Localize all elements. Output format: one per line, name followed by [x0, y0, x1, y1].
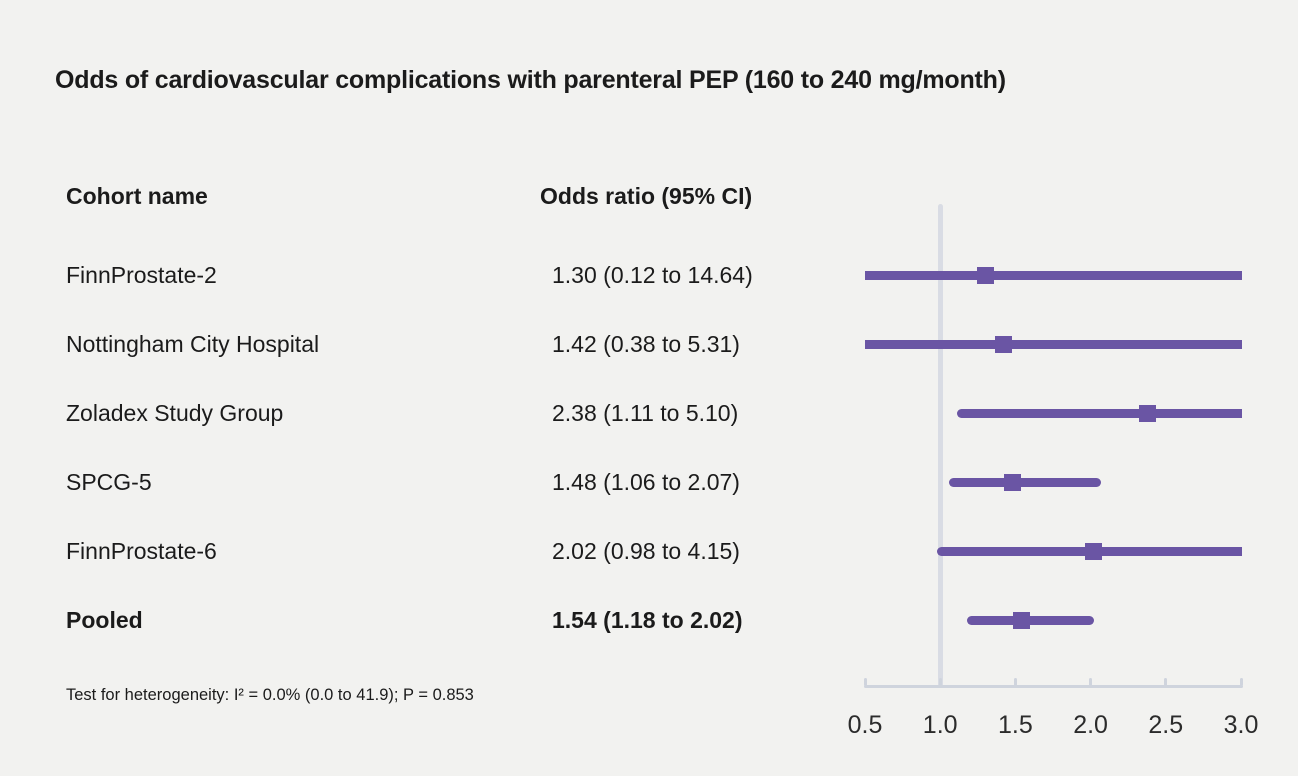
ci-line	[949, 477, 1102, 487]
x-axis-line	[864, 685, 1243, 688]
forest-plot-area	[865, 200, 1242, 687]
odds-ratio-value: 1.48 (1.06 to 2.07)	[552, 469, 740, 495]
reference-line	[937, 204, 943, 687]
x-axis-tick-label: 2.5	[1148, 711, 1184, 739]
odds-ratio-marker	[1085, 542, 1103, 560]
x-axis-tick	[1164, 678, 1168, 686]
x-axis-tick-label: 2.0	[1073, 711, 1108, 739]
cohort-name: FinnProstate-2	[66, 262, 217, 288]
x-axis-tick	[938, 678, 942, 686]
heterogeneity-footnote: Test for heterogeneity: I² = 0.0% (0.0 t…	[66, 686, 474, 704]
ci-line	[865, 270, 1242, 280]
odds-ratio-value: 2.38 (1.11 to 5.10)	[552, 400, 739, 426]
x-axis-tick	[1013, 678, 1017, 686]
cohort-name: SPCG-5	[66, 469, 152, 495]
odds-ratio-marker	[1012, 611, 1030, 629]
cohort-name: Nottingham City Hospital	[66, 331, 320, 357]
odds-ratio-marker	[976, 266, 994, 284]
x-axis-tick-label: 1.0	[922, 711, 958, 739]
odds-ratio-marker	[994, 335, 1012, 353]
x-axis-tick-label: 3.0	[1223, 711, 1259, 739]
odds-ratio-column-header: Odds ratio (95% CI)	[540, 183, 753, 209]
cohort-name: FinnProstate-6	[66, 538, 217, 564]
odds-ratio-value: 1.54 (1.18 to 2.02)	[552, 607, 743, 633]
ci-line	[967, 615, 1094, 625]
x-axis-tick	[1239, 678, 1243, 686]
cohort-name: Zoladex Study Group	[66, 400, 284, 426]
chart-title: Odds of cardiovascular complications wit…	[55, 66, 1006, 94]
odds-ratio-value: 1.30 (0.12 to 14.64)	[552, 262, 753, 288]
x-axis-tick-label: 0.5	[847, 711, 883, 739]
cohort-name: Pooled	[66, 607, 143, 633]
odds-ratio-marker	[1003, 473, 1021, 491]
x-axis-tick	[863, 678, 867, 686]
odds-ratio-value: 2.02 (0.98 to 4.15)	[552, 538, 740, 564]
ci-line	[956, 408, 1242, 418]
x-axis-tick	[1089, 678, 1093, 686]
odds-ratio-marker	[1139, 404, 1157, 422]
cohort-column-header: Cohort name	[66, 183, 208, 209]
x-axis-tick-label: 1.5	[998, 711, 1033, 739]
odds-ratio-value: 1.42 (0.38 to 5.31)	[552, 331, 740, 357]
ci-line	[865, 339, 1242, 349]
